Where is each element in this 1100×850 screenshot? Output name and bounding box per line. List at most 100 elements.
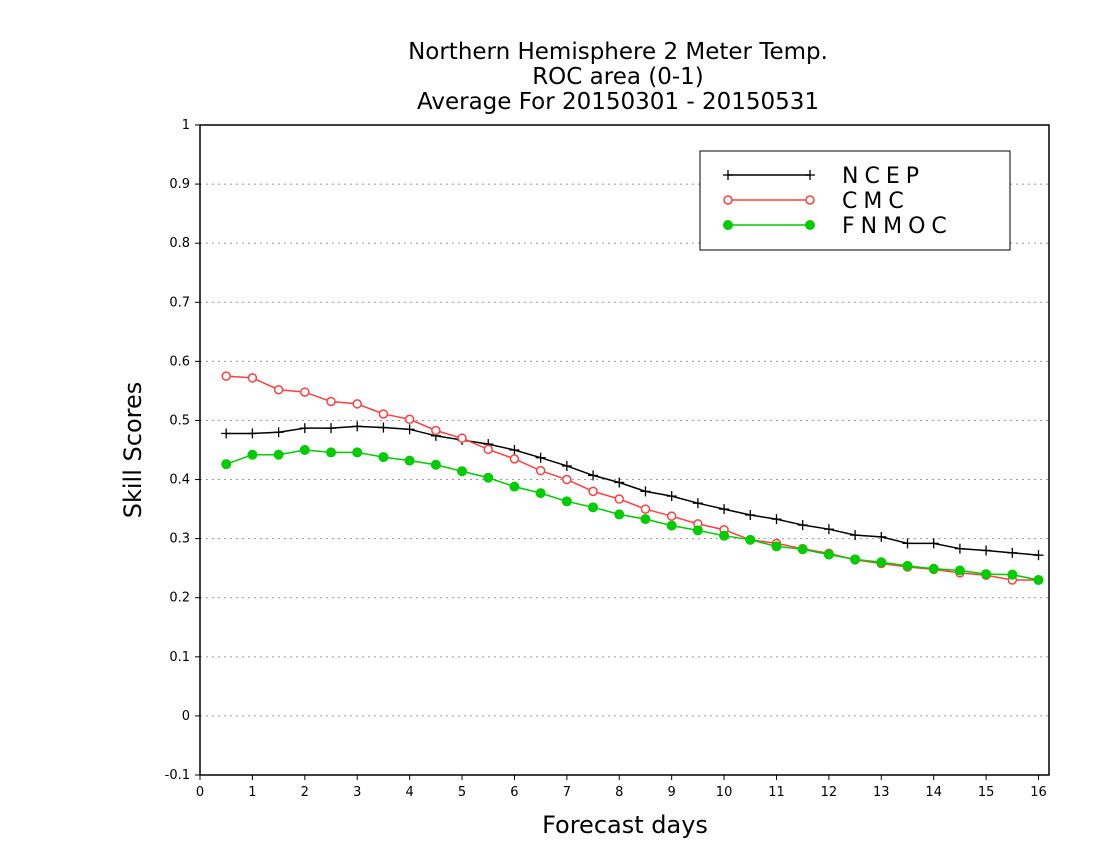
- data-point-fnmoc: [640, 514, 651, 525]
- data-point-fnmoc: [928, 563, 939, 574]
- x-tick-label: 3: [353, 785, 361, 800]
- data-point-ncep: [221, 428, 232, 439]
- legend-marker-fnmoc: [805, 220, 815, 230]
- data-point-ncep: [535, 452, 546, 463]
- data-point-ncep: [273, 427, 284, 438]
- data-point-cmc: [640, 504, 651, 514]
- x-tick-label: 6: [510, 785, 518, 800]
- data-point-ncep: [1007, 547, 1018, 558]
- x-tick-label: 16: [1030, 785, 1047, 800]
- y-tick-label: 0: [182, 709, 190, 724]
- data-point-fnmoc: [797, 544, 808, 555]
- y-tick-label: -0.1: [165, 768, 190, 783]
- data-point-fnmoc: [326, 447, 337, 458]
- legend-marker-cmc: [723, 195, 733, 205]
- data-point-ncep: [614, 477, 625, 488]
- data-point-ncep: [640, 486, 651, 497]
- data-point-fnmoc: [273, 449, 284, 460]
- data-point-fnmoc: [299, 445, 310, 455]
- data-point-fnmoc: [745, 534, 756, 545]
- data-point-ncep: [509, 445, 520, 455]
- y-tick-label: 0.9: [169, 177, 190, 192]
- data-point-ncep: [378, 422, 389, 433]
- x-tick-label: 11: [768, 785, 785, 800]
- axes: -0.100.10.20.30.40.50.60.70.80.910 1 2 3 4 5 6…: [165, 118, 1050, 800]
- x-tick-label: 9: [668, 785, 676, 800]
- y-tick-label: 0.4: [169, 473, 190, 488]
- data-point-fnmoc: [823, 549, 834, 560]
- data-point-ncep: [561, 460, 572, 471]
- data-point-ncep: [1033, 550, 1044, 561]
- data-point-cmc: [352, 399, 362, 409]
- data-point-fnmoc: [1007, 569, 1018, 580]
- x-tick-label: 15: [978, 785, 995, 800]
- legend-label-cmc: CMC: [842, 189, 910, 214]
- y-tick-label: 0.3: [169, 532, 190, 547]
- data-point-fnmoc: [614, 509, 625, 520]
- data-point-cmc: [326, 396, 336, 407]
- data-point-fnmoc: [247, 449, 258, 460]
- data-point-cmc: [509, 454, 520, 464]
- data-point-ncep: [692, 498, 703, 509]
- data-point-fnmoc: [221, 459, 232, 470]
- legend-marker-cmc: [805, 195, 815, 205]
- data-point-ncep: [247, 428, 258, 439]
- data-point-fnmoc: [1033, 575, 1044, 585]
- y-tick-label: 0.2: [169, 591, 190, 606]
- data-point-ncep: [326, 423, 337, 434]
- data-point-fnmoc: [692, 525, 703, 536]
- data-point-ncep: [745, 510, 756, 520]
- y-tick-label: 0.5: [169, 413, 190, 428]
- x-tick-label: 1: [248, 785, 256, 800]
- chart-title: Northern Hemisphere 2 Meter Temp. ROC ar…: [408, 39, 828, 115]
- data-point-ncep: [902, 538, 913, 549]
- data-point-cmc: [247, 373, 258, 383]
- data-point-cmc: [404, 414, 415, 425]
- data-point-fnmoc: [588, 502, 599, 513]
- data-point-cmc: [562, 474, 572, 485]
- data-point-ncep: [797, 520, 808, 531]
- data-point-cmc: [483, 444, 493, 455]
- x-tick-label: 14: [925, 785, 942, 800]
- data-point-ncep: [928, 538, 939, 549]
- data-point-cmc: [221, 371, 231, 381]
- data-point-fnmoc: [378, 452, 389, 463]
- legend-label-fnmoc: FNMOC: [842, 214, 953, 239]
- y-tick-label: 1: [182, 118, 190, 133]
- x-tick-label: 4: [405, 785, 413, 800]
- data-point-ncep: [981, 545, 992, 556]
- series-line-ncep: [226, 425, 1039, 556]
- data-point-fnmoc: [981, 569, 992, 580]
- data-point-fnmoc: [876, 557, 887, 568]
- x-tick-label: 2: [301, 785, 309, 800]
- data-point-ncep: [719, 504, 730, 515]
- title-line-1: Northern Hemisphere 2 Meter Temp.: [408, 39, 828, 65]
- x-tick-label: 10: [716, 785, 733, 800]
- legend-marker-ncep: [723, 170, 733, 180]
- x-tick-label: 8: [615, 785, 623, 800]
- data-point-fnmoc: [561, 496, 572, 507]
- data-point-fnmoc: [457, 466, 468, 477]
- series-line-fnmoc: [225, 449, 1039, 581]
- data-point-fnmoc: [666, 520, 677, 531]
- data-point-fnmoc: [430, 459, 441, 470]
- data-point-ncep: [876, 531, 887, 542]
- x-axis-label: Forecast days: [542, 811, 708, 839]
- legend-label-ncep: NCEP: [842, 164, 925, 189]
- data-point-fnmoc: [352, 447, 363, 458]
- y-tick-label: 0.6: [169, 354, 190, 369]
- data-point-fnmoc: [850, 554, 861, 565]
- data-point-cmc: [378, 409, 389, 419]
- data-point-cmc: [588, 486, 598, 497]
- legend-marker-fnmoc: [723, 220, 733, 230]
- x-tick-label: 0: [196, 785, 204, 800]
- y-tick-label: 0.7: [169, 295, 190, 310]
- x-tick-label: 5: [458, 785, 466, 800]
- data-point-cmc: [666, 511, 677, 521]
- data-point-cmc: [457, 433, 467, 443]
- title-line-3: Average For 20150301 - 20150531: [417, 89, 819, 115]
- data-point-fnmoc: [404, 455, 415, 466]
- plot-frame: [199, 124, 1050, 776]
